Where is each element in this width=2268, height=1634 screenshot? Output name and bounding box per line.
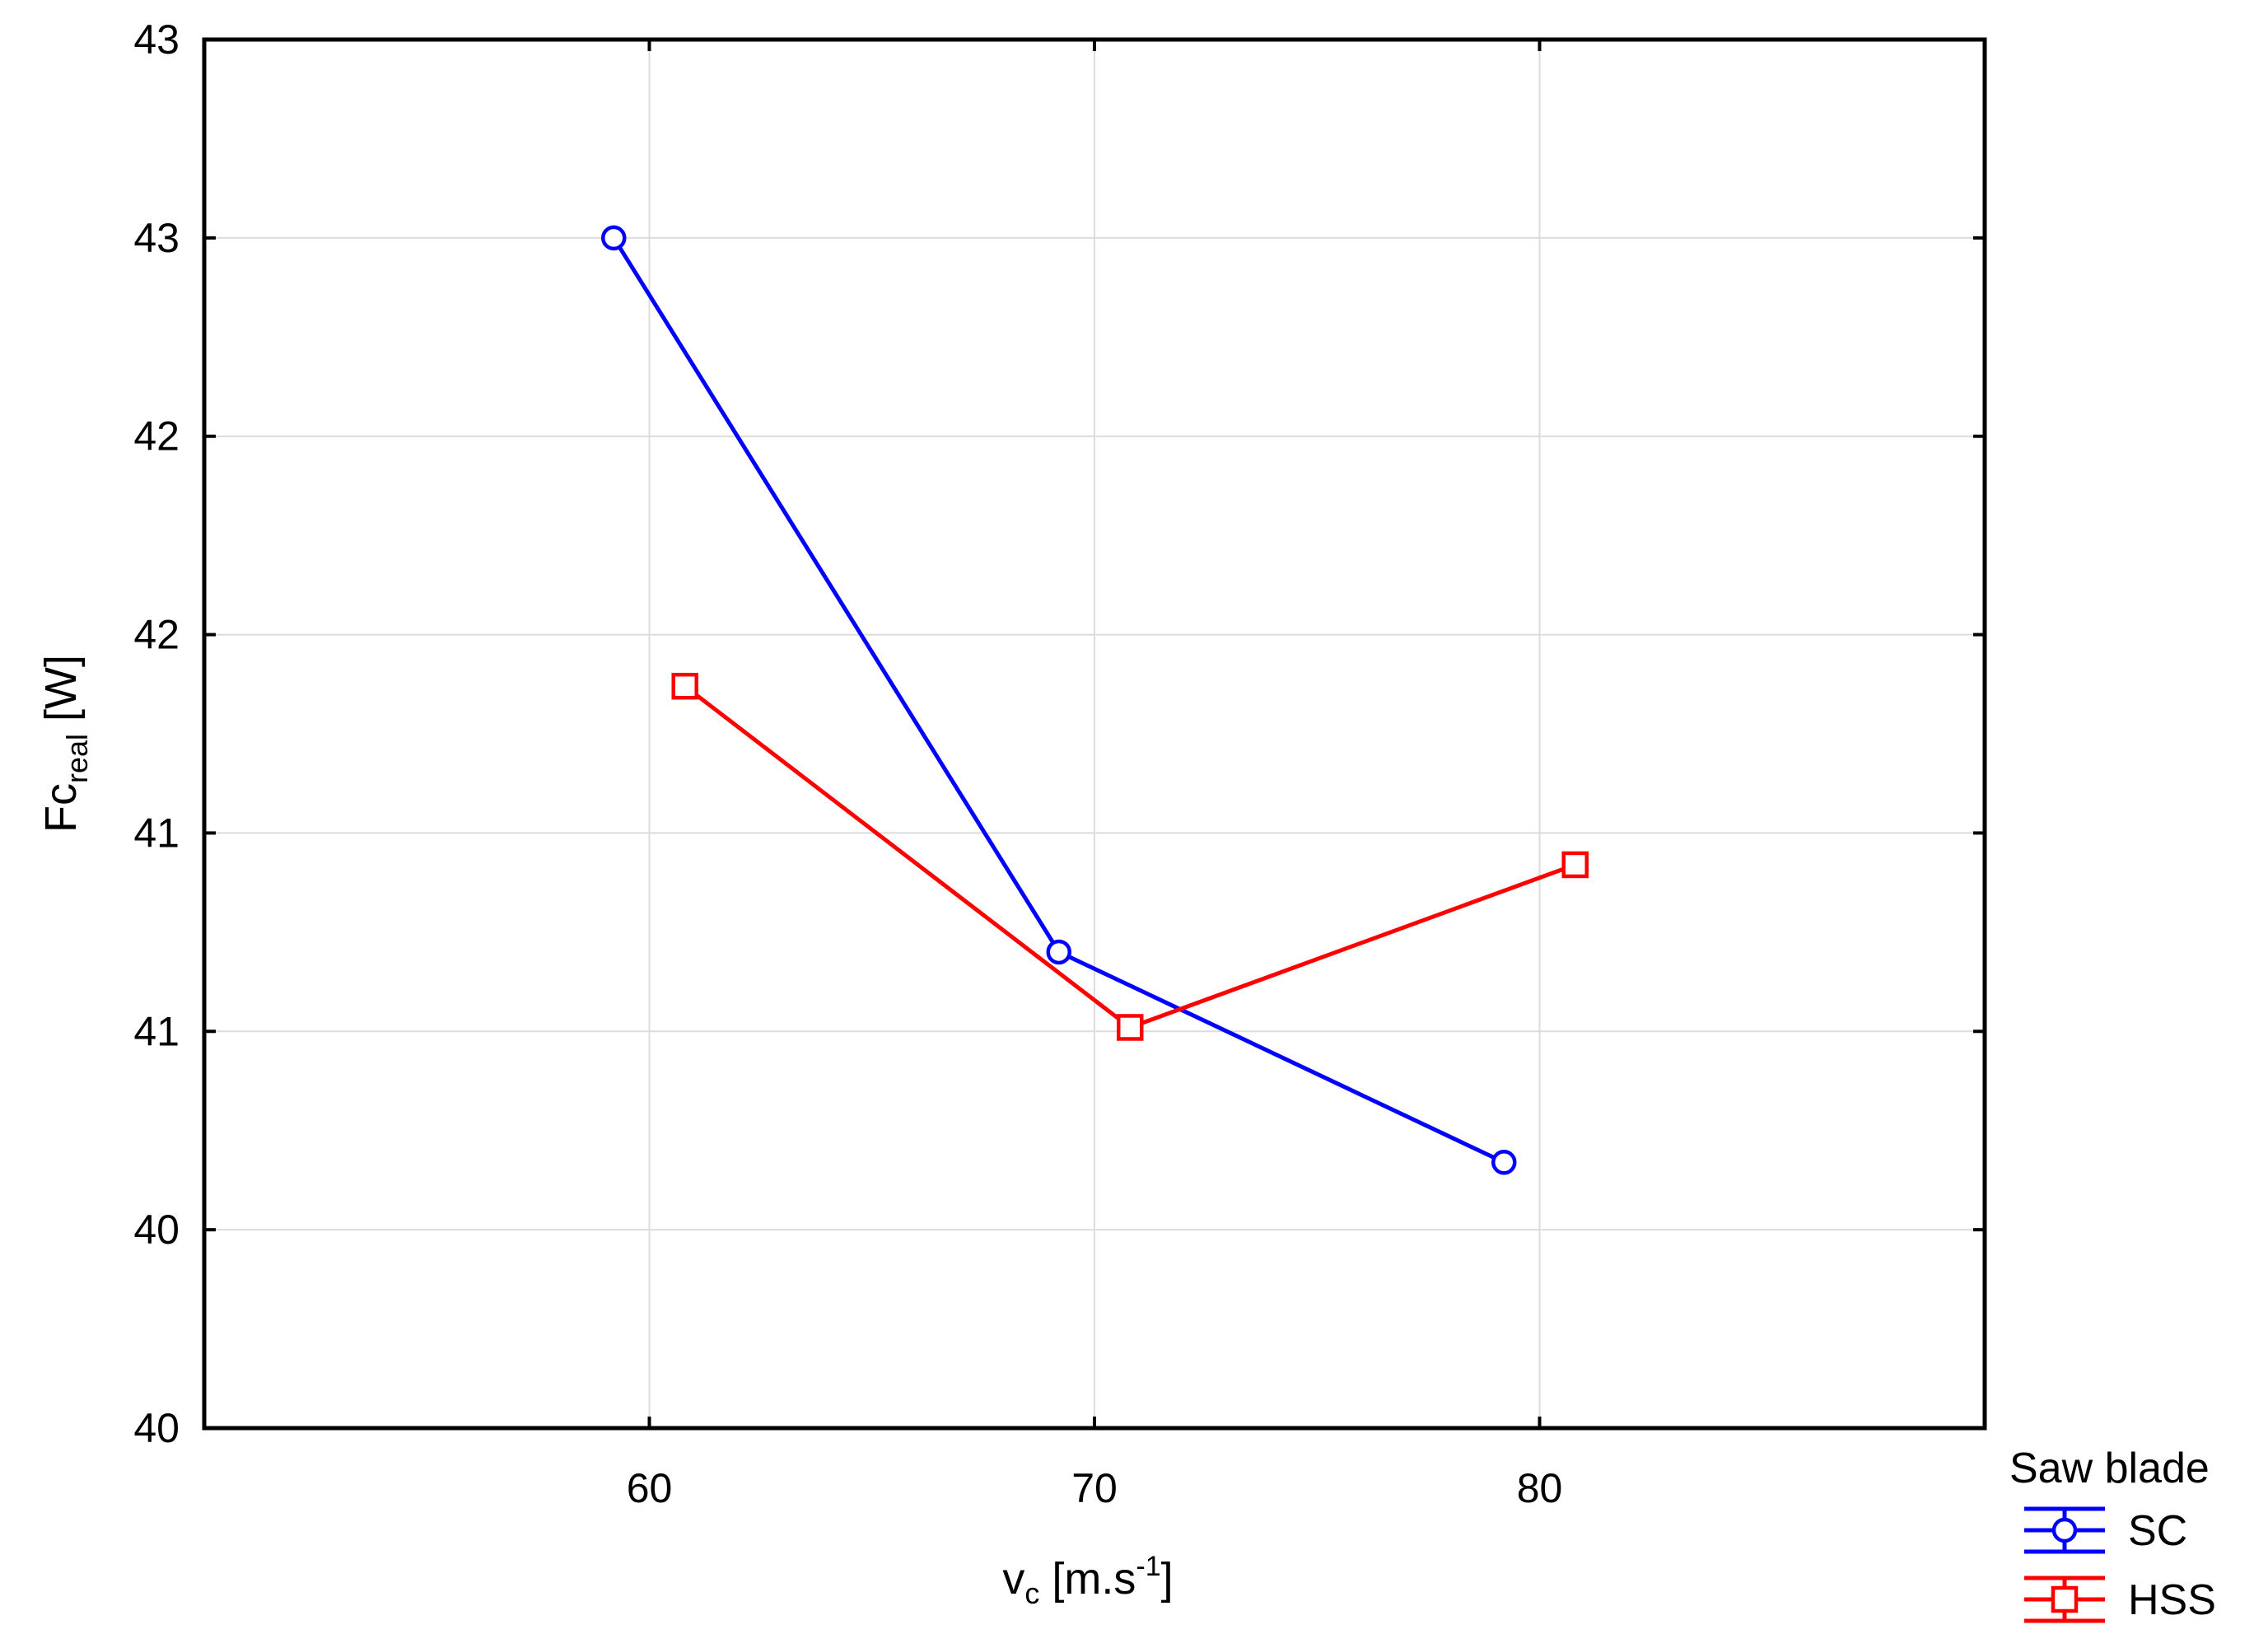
legend-label: SC	[2128, 1507, 2187, 1555]
legend-item-sc: SC	[2024, 1506, 2187, 1555]
y-axis-title-main: Fc	[36, 783, 86, 833]
legend-item-hss: HSS	[2024, 1576, 2216, 1624]
legend-items: SC HSS	[2024, 1506, 2216, 1624]
series-hss	[671, 672, 1589, 1041]
x-tick-label: 60	[627, 1465, 673, 1511]
x-axis-title-sup: -1	[1136, 1551, 1160, 1582]
x-axis-title-main: v	[1002, 1554, 1024, 1604]
y-tick-label: 43	[133, 215, 180, 261]
y-tick-label: 40	[133, 1405, 180, 1451]
legend-marker	[2051, 1517, 2078, 1543]
x-tick-label: 80	[1517, 1465, 1563, 1511]
series	[601, 225, 1589, 1175]
legend: Saw blade SC HSS	[2009, 1445, 2216, 1624]
x-axis-title-sub: c	[1024, 1576, 1039, 1610]
y-tick-label: 41	[133, 1008, 180, 1054]
data-point-hss	[1561, 851, 1589, 879]
y-tick-label: 43	[133, 16, 180, 63]
grid	[204, 40, 1985, 1428]
y-axis-title-rest: [W]	[36, 655, 86, 734]
y-tick-label: 41	[133, 810, 180, 856]
x-tick-label: 70	[1071, 1465, 1118, 1511]
series-sc	[601, 225, 1517, 1175]
legend-marker	[2051, 1585, 2079, 1613]
y-tick-label: 42	[133, 612, 180, 658]
data-point-hss	[671, 672, 698, 700]
y-axis-title: Fcreal [W]	[36, 655, 94, 833]
x-axis-title-end: ]	[1161, 1554, 1174, 1604]
legend-label: HSS	[2128, 1576, 2216, 1624]
ticks: 60 70 80 40 40 41 41 42 42 43 43	[133, 16, 1985, 1511]
y-axis-title-sub: real	[60, 734, 94, 783]
data-point-sc	[601, 225, 627, 251]
data-point-sc	[1491, 1150, 1517, 1175]
y-tick-label: 40	[133, 1207, 180, 1253]
x-axis-title: vc [m.s-1]	[1002, 1551, 1173, 1610]
x-axis-title-rest: [m.s	[1039, 1554, 1136, 1604]
data-point-sc	[1046, 939, 1072, 965]
data-point-hss	[1116, 1014, 1144, 1041]
legend-title: Saw blade	[2009, 1445, 2210, 1492]
y-tick-label: 42	[133, 413, 180, 460]
